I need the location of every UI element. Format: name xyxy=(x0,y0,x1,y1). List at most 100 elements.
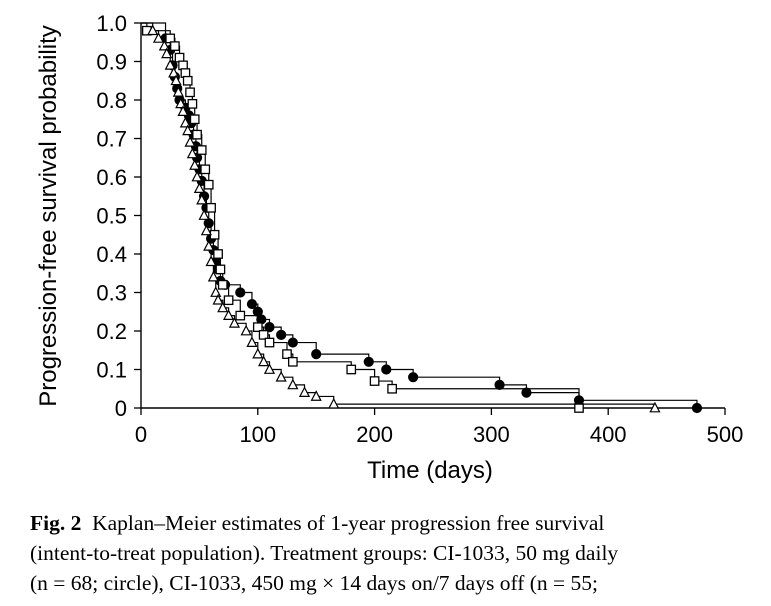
y-tick-label: 0.1 xyxy=(96,358,127,383)
caption-fig-label: Fig. 2 xyxy=(30,511,82,535)
y-tick-label: 0.8 xyxy=(96,88,127,113)
data-point-triangle xyxy=(205,255,217,267)
data-point-circle xyxy=(264,322,275,333)
data-point-square xyxy=(170,41,180,51)
data-point-square xyxy=(182,75,193,86)
data-point-triangle xyxy=(164,59,176,70)
data-point-triangle xyxy=(223,309,235,320)
data-point-square xyxy=(213,249,223,259)
data-point-triangle xyxy=(147,24,159,36)
data-point-square xyxy=(574,403,584,413)
data-point-triangle xyxy=(191,170,203,182)
data-point-triangle xyxy=(172,86,184,97)
data-point-circle xyxy=(363,356,374,367)
figure-caption: Fig. 2 Kaplan–Meier estimates of 1-year … xyxy=(30,508,756,598)
x-tick-label: 100 xyxy=(239,422,276,447)
y-tick-label: 0.9 xyxy=(96,50,127,75)
data-point-triangle xyxy=(177,105,189,116)
data-point-circle xyxy=(494,379,505,390)
data-point-triangle xyxy=(649,401,661,413)
series-triangle xyxy=(141,22,661,413)
data-point-circle xyxy=(521,387,532,398)
data-point-circle xyxy=(408,372,419,383)
data-point-triangle xyxy=(186,147,198,159)
y-tick-label: 0.6 xyxy=(96,165,127,190)
data-point-triangle xyxy=(203,240,215,251)
data-point-triangle xyxy=(275,370,287,382)
x-axis-title: Time (days) xyxy=(367,457,493,484)
data-point-square xyxy=(264,337,275,348)
x-tick-label: 400 xyxy=(590,422,627,447)
series-square xyxy=(141,22,584,413)
data-point-square xyxy=(252,322,263,333)
survival-curve-circle xyxy=(141,22,698,408)
caption-line-3: (n = 68; circle), CI-1033, 450 mg × 14 d… xyxy=(30,571,599,595)
survival-curve-triangle xyxy=(141,22,656,408)
data-point-circle xyxy=(381,364,392,375)
axes xyxy=(140,23,725,409)
data-point-square xyxy=(192,129,202,140)
x-tick-label: 500 xyxy=(707,422,744,447)
data-point-triangle xyxy=(240,324,252,336)
data-point-square xyxy=(196,145,207,155)
data-point-square xyxy=(369,376,380,386)
data-point-triangle xyxy=(310,390,322,401)
data-point-triangle xyxy=(189,159,201,170)
data-point-square xyxy=(223,295,234,306)
series-circle xyxy=(141,22,703,414)
data-point-triangle xyxy=(184,136,196,147)
series-layer xyxy=(141,22,703,414)
x-tick-label: 300 xyxy=(473,422,510,447)
data-point-square xyxy=(206,202,216,213)
data-point-triangle xyxy=(287,378,299,390)
data-point-circle xyxy=(691,402,703,414)
data-point-triangle xyxy=(217,301,229,313)
data-point-triangle xyxy=(182,124,194,136)
data-point-square xyxy=(203,179,214,190)
data-point-triangle xyxy=(207,270,220,282)
x-tick-label: 200 xyxy=(356,422,393,447)
data-point-triangle xyxy=(212,293,224,305)
y-axis-title: Progression-free survival probability xyxy=(35,25,62,407)
data-point-circle xyxy=(287,337,298,348)
y-ticks: 0 0.1 0.2 0.3 0.4 0.5 0.6 0.7 0.8 0.9 1.0 xyxy=(96,11,141,421)
data-point-triangle xyxy=(161,47,173,59)
kaplan-meier-chart: 0 100 200 300 400 500 00.10.20.30.40.50.60.70… xyxy=(35,11,743,484)
data-point-circle xyxy=(276,329,287,340)
caption-line-1: Fig. 2 Kaplan–Meier estimates of 1-year … xyxy=(30,508,756,538)
caption-text-1: Kaplan–Meier estimates of 1-year progres… xyxy=(92,511,605,535)
y-tick-label: 0.2 xyxy=(96,319,127,344)
data-point-triangle xyxy=(328,397,340,409)
data-point-square xyxy=(217,279,228,290)
data-point-square xyxy=(187,99,198,109)
data-point-square xyxy=(258,329,269,340)
x-tick-label: 0 xyxy=(135,422,147,447)
data-point-triangle xyxy=(228,317,241,328)
data-point-triangle xyxy=(152,32,165,43)
data-point-square xyxy=(346,364,357,375)
data-point-triangle xyxy=(196,193,208,205)
y-tick-label: 0.7 xyxy=(96,127,127,152)
data-point-triangle xyxy=(263,363,276,374)
data-point-circle xyxy=(311,349,322,360)
data-point-triangle xyxy=(198,209,210,220)
data-point-square xyxy=(200,164,211,175)
y-tick-label: 1.0 xyxy=(96,11,127,36)
data-point-triangle xyxy=(170,74,182,86)
data-point-square xyxy=(282,349,292,359)
x-ticks: 0 100 200 300 400 500 xyxy=(135,408,743,447)
data-point-triangle xyxy=(258,355,270,367)
data-point-triangle xyxy=(193,182,205,193)
y-tick-label: 0.5 xyxy=(96,204,127,229)
y-tick-label: 0 xyxy=(115,396,127,421)
y-tick-label: 0.4 xyxy=(96,242,127,267)
data-point-circle xyxy=(235,287,246,298)
data-point-triangle xyxy=(200,224,212,236)
data-point-square xyxy=(189,114,200,125)
data-point-square xyxy=(215,264,226,275)
data-point-square xyxy=(387,383,397,394)
caption-line-2: (intent-to-treat population). Treatment … xyxy=(30,541,619,565)
data-point-triangle xyxy=(246,336,258,347)
data-point-circle xyxy=(246,298,258,310)
